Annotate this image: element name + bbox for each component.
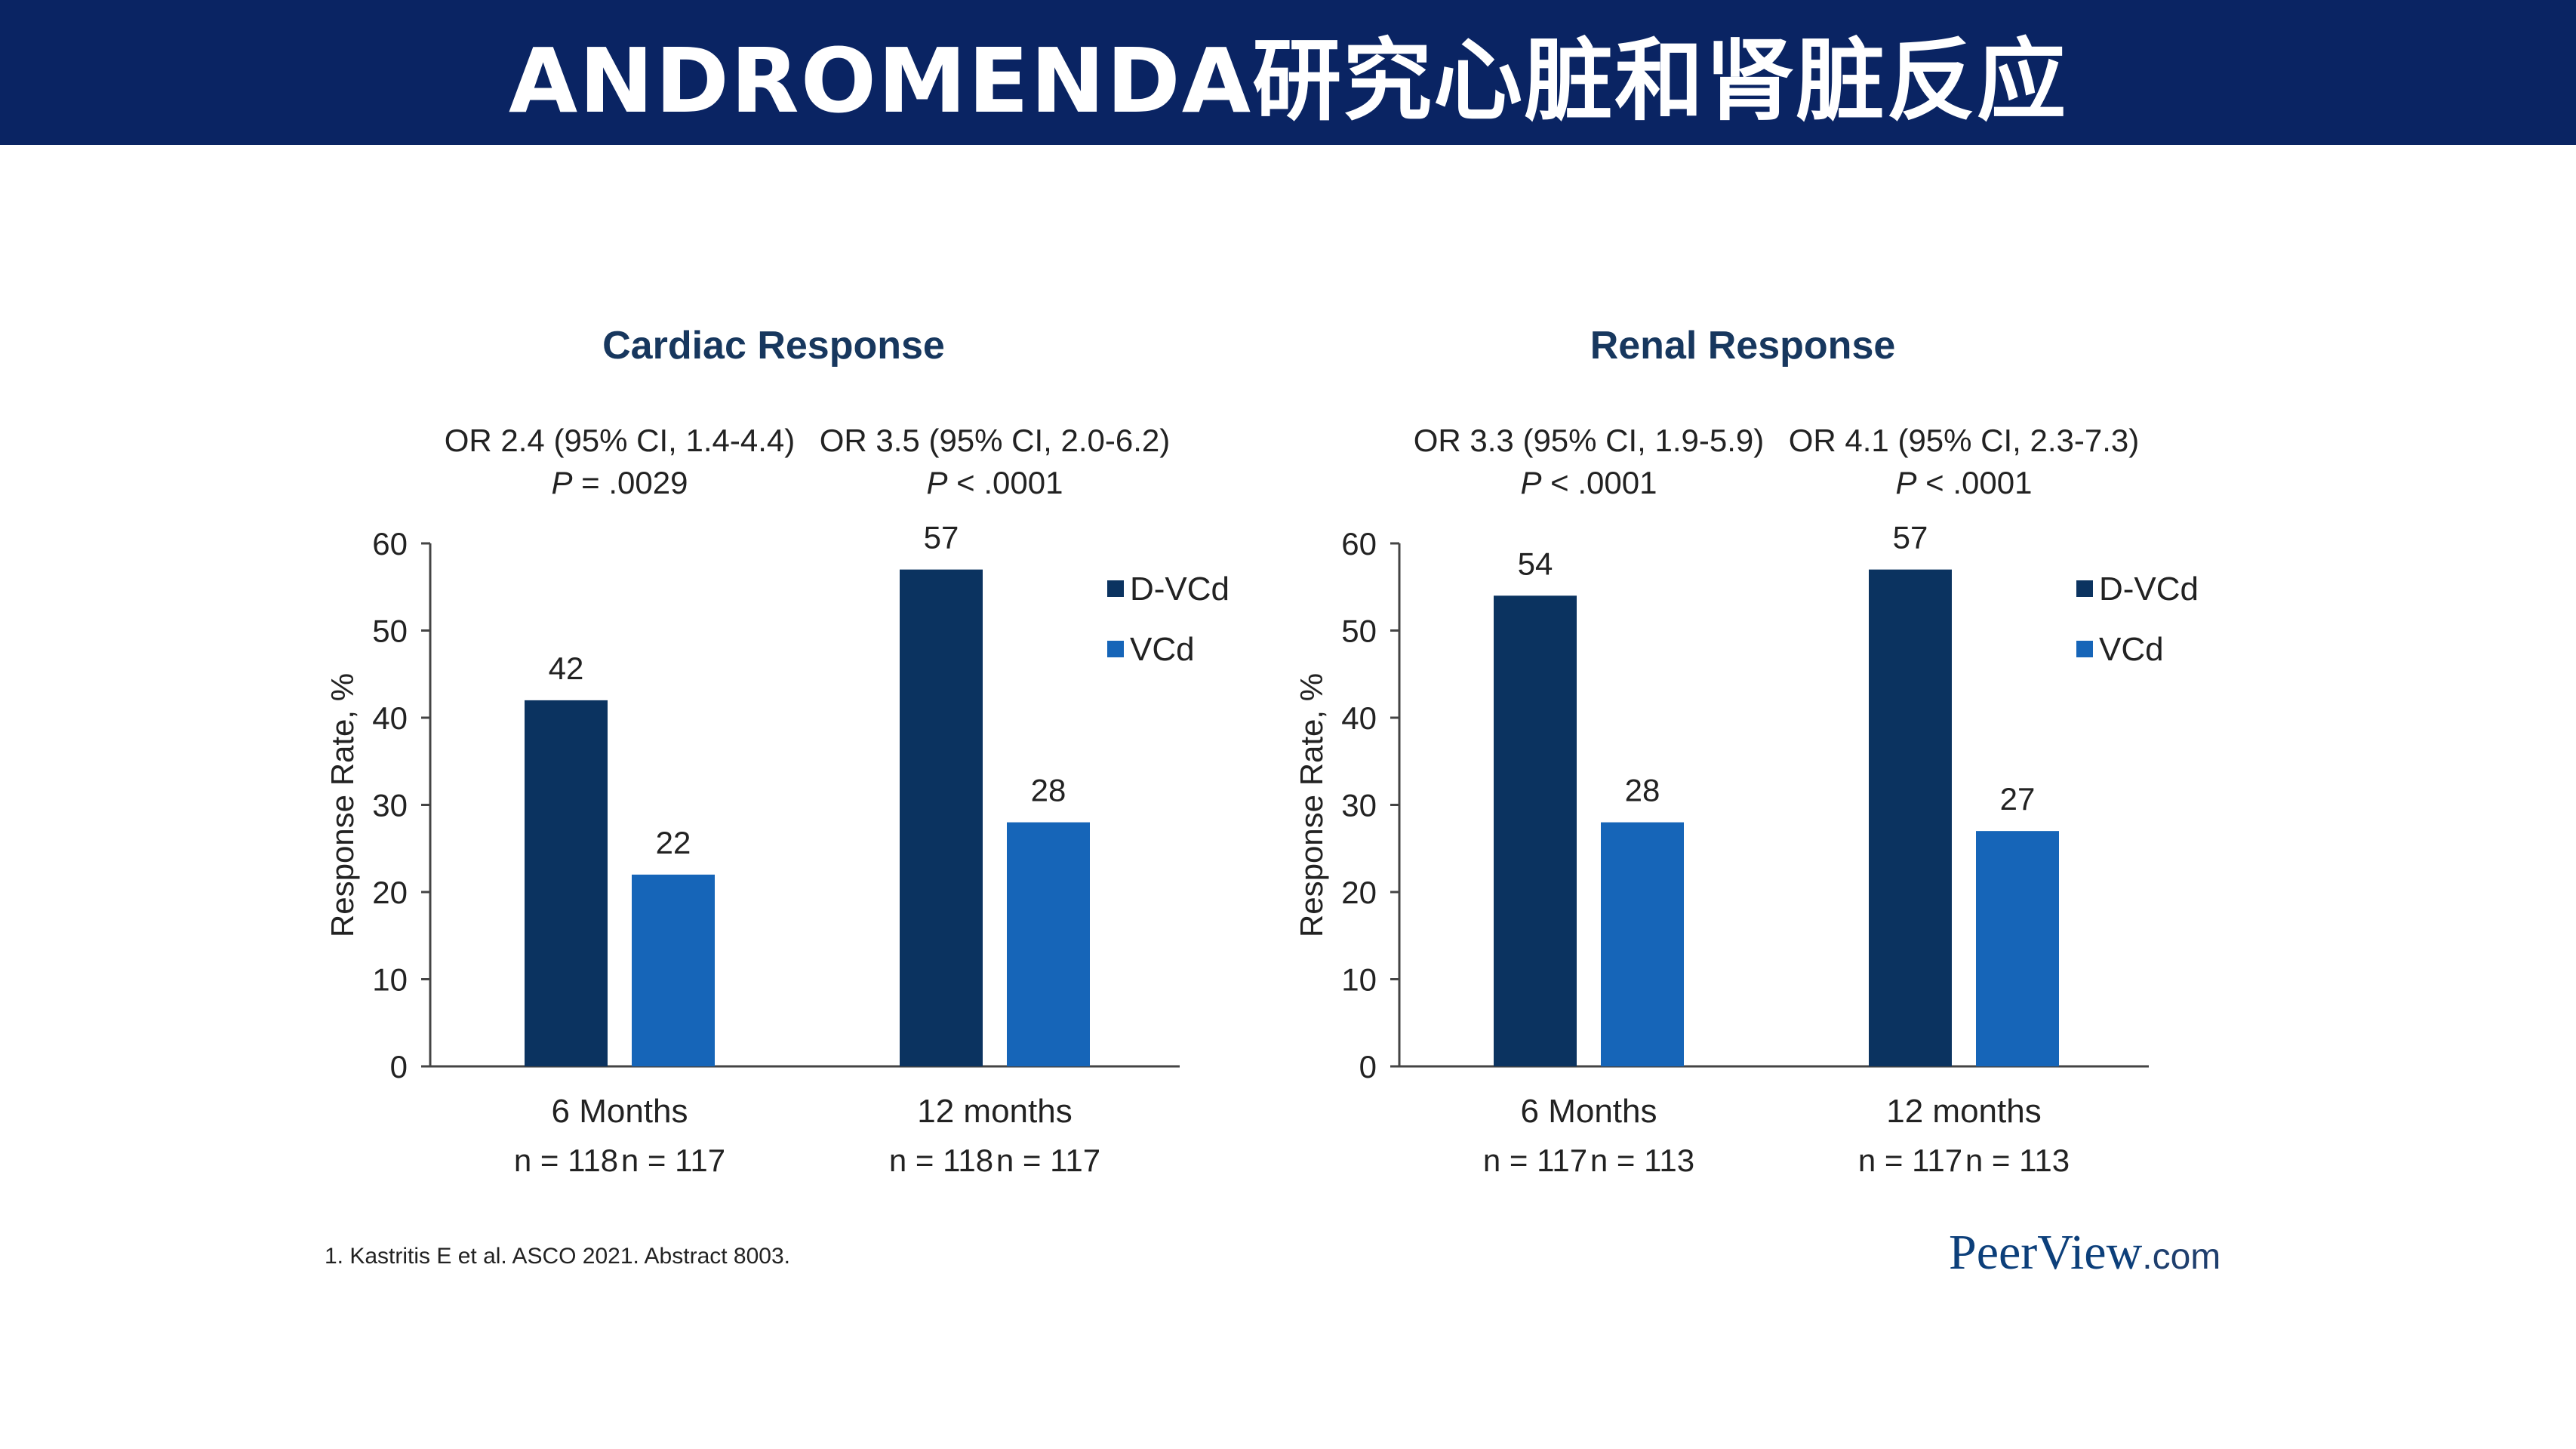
p-value: = .0029 bbox=[573, 465, 688, 500]
y-tick-label: 30 bbox=[372, 788, 408, 823]
bar-d-vcd bbox=[1494, 595, 1577, 1066]
y-tick-label: 0 bbox=[390, 1049, 408, 1084]
y-tick-label: 60 bbox=[372, 526, 408, 561]
bar-value-label: 57 bbox=[924, 520, 959, 555]
renal-response-chart: Renal Response Response Rate, % 0 10 20 30 40 5… bbox=[1294, 324, 2199, 1178]
y-tick-label: 20 bbox=[372, 875, 408, 910]
p-symbol: P bbox=[552, 465, 573, 500]
cardiac-response-chart: Cardiac Response Response Rate, % 0 10 20 30 4… bbox=[325, 324, 1230, 1178]
bar-vcd bbox=[632, 874, 715, 1066]
odds-ratio-label: OR 4.1 (95% CI, 2.3-7.3) bbox=[1789, 423, 2140, 458]
legend-label: D-VCd bbox=[1130, 571, 1230, 608]
sample-size-label: n = 117 bbox=[621, 1143, 725, 1178]
odds-ratio-label: OR 2.4 (95% CI, 1.4-4.4) bbox=[445, 423, 796, 458]
bar-value-label: 42 bbox=[549, 651, 584, 686]
p-value-label: P < .0001 bbox=[927, 465, 1063, 500]
p-value: < .0001 bbox=[1542, 465, 1657, 500]
y-tick-label: 20 bbox=[1341, 875, 1377, 910]
legend-swatch bbox=[1107, 641, 1124, 657]
y-tick-label: 0 bbox=[1359, 1049, 1377, 1084]
chart-title: Renal Response bbox=[1590, 324, 1896, 368]
category-label: 6 Months bbox=[1521, 1093, 1657, 1130]
bar-value-label: 22 bbox=[656, 825, 691, 860]
slide-title: ANDROMENDA研究心脏和肾脏反应 bbox=[508, 28, 2068, 133]
title-bar: ANDROMENDA研究心脏和肾脏反应 bbox=[0, 0, 2576, 145]
y-tick-label: 10 bbox=[372, 962, 408, 998]
p-value: < .0001 bbox=[948, 465, 1063, 500]
odds-ratio-label: OR 3.3 (95% CI, 1.9-5.9) bbox=[1414, 423, 1765, 458]
bar-vcd bbox=[1976, 831, 2059, 1066]
legend-label: D-VCd bbox=[2099, 571, 2199, 608]
p-value: < .0001 bbox=[1917, 465, 2033, 500]
y-tick-label: 10 bbox=[1341, 962, 1377, 998]
y-tick-label: 40 bbox=[372, 700, 408, 736]
sample-size-label: n = 118 bbox=[889, 1143, 993, 1178]
sample-size-label: n = 117 bbox=[996, 1143, 1100, 1178]
sample-size-label: n = 117 bbox=[1483, 1143, 1587, 1178]
legend-label: VCd bbox=[2099, 631, 2164, 668]
legend-swatch bbox=[1107, 580, 1124, 597]
y-tick-label: 40 bbox=[1341, 700, 1377, 736]
legend-swatch bbox=[2076, 641, 2093, 657]
category-label: 12 months bbox=[917, 1093, 1072, 1130]
bar-vcd bbox=[1007, 822, 1090, 1066]
bar-value-label: 28 bbox=[1031, 773, 1066, 808]
odds-ratio-label: OR 3.5 (95% CI, 2.0-6.2) bbox=[820, 423, 1171, 458]
chart-title: Cardiac Response bbox=[602, 324, 945, 368]
p-symbol: P bbox=[1521, 465, 1542, 500]
sample-size-label: n = 113 bbox=[1965, 1143, 2070, 1178]
legend-swatch bbox=[2076, 580, 2093, 597]
logo-suffix: .com bbox=[2142, 1237, 2221, 1277]
bar-value-label: 54 bbox=[1518, 546, 1553, 581]
category-label: 12 months bbox=[1886, 1093, 2041, 1130]
peerview-logo: PeerView.com bbox=[1949, 1224, 2221, 1281]
y-tick-label: 50 bbox=[1341, 614, 1377, 649]
p-value-label: P = .0029 bbox=[552, 465, 688, 500]
sample-size-label: n = 117 bbox=[1858, 1143, 1962, 1178]
y-axis-label: Response Rate, % bbox=[1294, 673, 1329, 937]
sample-size-label: n = 113 bbox=[1590, 1143, 1694, 1178]
p-value-label: P < .0001 bbox=[1521, 465, 1657, 500]
bar-vcd bbox=[1601, 822, 1684, 1066]
bar-d-vcd bbox=[525, 700, 608, 1066]
sample-size-label: n = 118 bbox=[514, 1143, 618, 1178]
category-label: 6 Months bbox=[552, 1093, 688, 1130]
logo-main: PeerView bbox=[1949, 1225, 2143, 1280]
bar-d-vcd bbox=[900, 569, 983, 1066]
bar-value-label: 57 bbox=[1893, 520, 1928, 555]
p-value-label: P < .0001 bbox=[1896, 465, 2033, 500]
y-tick-label: 30 bbox=[1341, 788, 1377, 823]
bar-value-label: 27 bbox=[2000, 781, 2036, 817]
y-tick-label: 50 bbox=[372, 614, 408, 649]
legend-label: VCd bbox=[1130, 631, 1195, 668]
bar-value-label: 28 bbox=[1625, 773, 1660, 808]
footnote: 1. Kastritis E et al. ASCO 2021. Abstrac… bbox=[325, 1244, 790, 1269]
y-axis-label: Response Rate, % bbox=[325, 673, 360, 937]
bar-d-vcd bbox=[1869, 569, 1952, 1066]
y-tick-label: 60 bbox=[1341, 526, 1377, 561]
p-symbol: P bbox=[1896, 465, 1917, 500]
p-symbol: P bbox=[927, 465, 948, 500]
